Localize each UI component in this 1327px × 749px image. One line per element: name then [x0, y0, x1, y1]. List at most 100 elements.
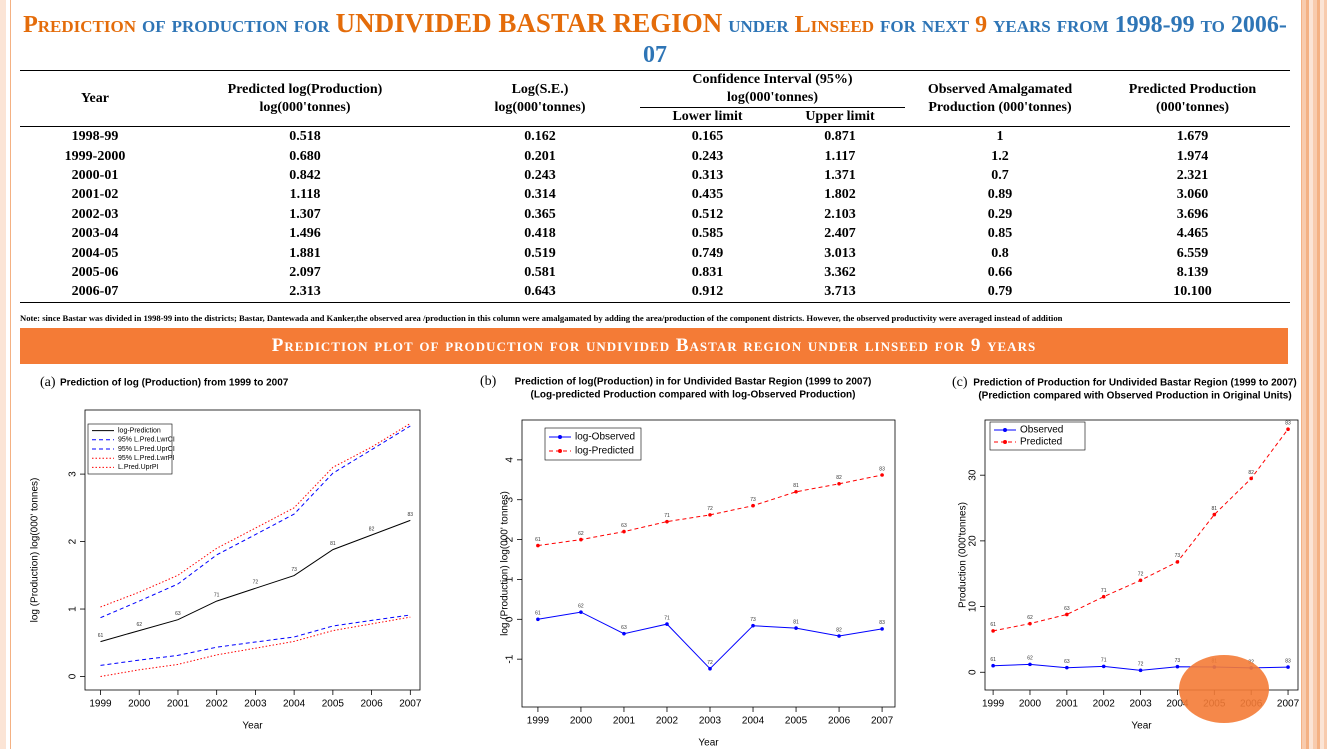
series-line: [993, 428, 1289, 632]
point: [751, 503, 755, 508]
y-tick-label: 20: [968, 535, 979, 547]
plot-box: [984, 419, 1299, 691]
title-segment: for next: [873, 12, 976, 38]
header-line: log(000'tonnes): [727, 90, 818, 105]
title-segment: years from 1998-99 to 2006-07: [643, 12, 1287, 68]
column-header: Confidence Interval (95%) log(000'tonnes): [640, 70, 905, 108]
point-label: 62: [578, 531, 584, 537]
y-tick-label: 0: [968, 669, 979, 675]
table-row: 2002-03 1.307 0.365 0.512 2.103 0.29 3.696: [20, 205, 1290, 224]
table-cell: 0.79: [905, 282, 1095, 303]
series-line: [100, 425, 411, 619]
point: [622, 631, 626, 636]
y-tick-label: 10: [968, 601, 979, 613]
x-tick-label: 2006: [360, 699, 383, 710]
point-label: 71: [214, 592, 220, 598]
table-cell: 2.407: [824, 226, 856, 242]
slide-frame: [10, 0, 1302, 749]
table-cell: 0.518: [170, 126, 440, 147]
y-axis-label: log (Production) log(000' tonnes): [30, 478, 41, 623]
table-row: 2006-07 2.313 0.643 0.912 3.713 0.79 10.100: [20, 282, 1290, 303]
legend-label: 95% L.Pred.LwrPI: [118, 455, 174, 462]
column-subheader: Upper limit: [775, 107, 905, 127]
point-label: 81: [793, 483, 799, 489]
table-cell: 0.418: [524, 226, 556, 242]
y-tick-label: 4: [505, 457, 516, 463]
table-cell: 1999-2000: [64, 148, 126, 164]
x-tick-label: 2004: [283, 699, 306, 710]
point-label: 61: [535, 537, 541, 543]
point: [1212, 512, 1217, 517]
point-label: 81: [330, 541, 336, 547]
point-label: 62: [578, 603, 584, 609]
header-row: Year Predicted log(Production) log(000'ton…: [20, 70, 1290, 127]
title-segment: 9: [975, 12, 988, 38]
legend-box: [989, 421, 1086, 451]
series-line: [537, 474, 883, 547]
highlight-ellipse: [1179, 655, 1269, 723]
legend-label: 95% L.Pred.LwrCI: [118, 437, 175, 444]
plot-title: Prediction of log (Production) from 1999…: [60, 378, 289, 389]
header-line: Predicted log(Production): [227, 81, 383, 97]
point: [1286, 665, 1290, 669]
point: [579, 537, 583, 542]
table-cell: 0.680: [289, 148, 321, 164]
point-label: 72: [707, 660, 713, 666]
x-tick-label: 2001: [1056, 699, 1079, 710]
prediction-table: Year Predicted log(Production) log(000'ton…: [20, 70, 1290, 303]
table-cell: 2.103: [824, 206, 856, 222]
panel-label: (c): [952, 375, 968, 390]
table-cell: 0.66: [987, 264, 1013, 280]
point-label: 61: [535, 611, 541, 617]
table-cell: 10.100: [1095, 282, 1290, 303]
legend-label: log-Prediction: [118, 427, 161, 434]
x-tick-label: 2004: [742, 716, 765, 727]
point-label: 82: [1248, 470, 1254, 476]
table-cell: 0.8: [991, 245, 1009, 261]
point: [665, 622, 669, 626]
point: [579, 610, 583, 614]
x-tick-label: 2000: [570, 716, 593, 727]
point: [991, 629, 995, 633]
y-axis-label: Production (000'tonnes): [958, 502, 969, 608]
table-cell: 2005-06: [71, 264, 119, 280]
legend-label: log-Predicted: [575, 446, 634, 457]
point-label: 83: [879, 620, 885, 626]
table-cell: 0.912: [640, 282, 775, 303]
x-tick-label: 2000: [128, 699, 151, 710]
point-label: 81: [793, 619, 799, 625]
point-label: 82: [836, 475, 842, 481]
header-line: Year: [81, 90, 109, 106]
point-label: 61: [990, 657, 996, 663]
point-label: 71: [664, 513, 670, 519]
table-cell: 1.679: [1095, 126, 1290, 147]
point: [1101, 594, 1106, 599]
point: [536, 617, 540, 622]
panel-label: (b): [480, 374, 497, 389]
table-cell: 1.802: [824, 187, 856, 203]
legend-box: [544, 427, 642, 461]
legend-marker: [558, 435, 562, 439]
table-cell: 0.89: [987, 187, 1013, 203]
right-stripe: [1302, 0, 1327, 749]
legend-marker: [1003, 440, 1007, 444]
point: [880, 627, 884, 631]
table-cell: 0.435: [691, 187, 724, 203]
point: [991, 663, 995, 668]
x-tick-label: 2006: [828, 716, 851, 727]
table-cell: 0.585: [691, 226, 724, 242]
point-label: 62: [136, 622, 142, 628]
table-row: 2001-02 1.118 0.314 0.435 1.802 0.89 3.060: [20, 185, 1290, 204]
point-label: 62: [1027, 656, 1033, 662]
table-cell: 0.749: [691, 245, 724, 261]
point: [708, 513, 712, 517]
table-cell: 0.29: [987, 206, 1013, 222]
header-line: log(000'tonnes): [494, 99, 586, 115]
left-stripe: [0, 0, 6, 749]
point: [794, 626, 798, 630]
point: [536, 543, 540, 548]
table-cell: 0.581: [524, 264, 556, 280]
plot-box: [84, 409, 421, 691]
point: [1138, 668, 1143, 673]
legend-marker: [1003, 428, 1007, 432]
